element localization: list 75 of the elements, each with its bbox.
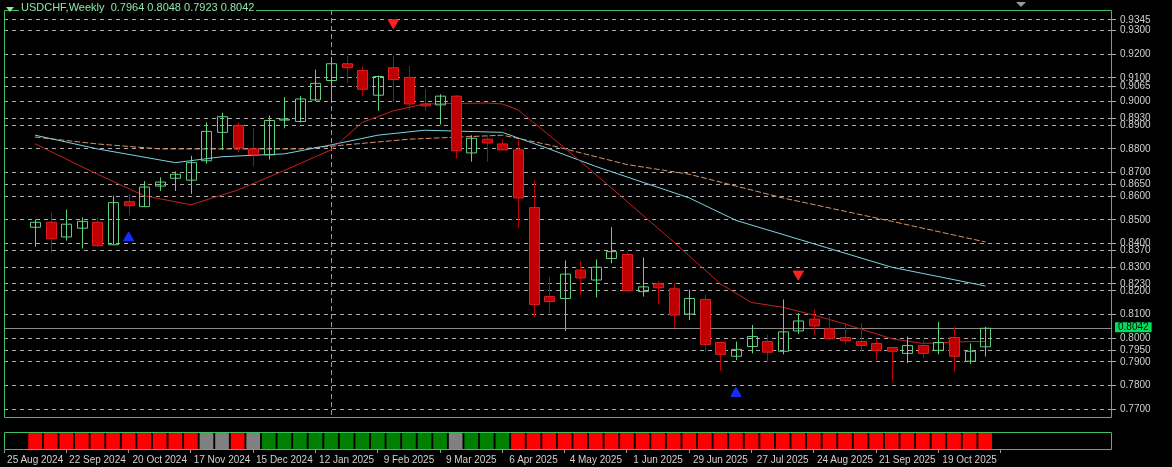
candlestick	[435, 93, 446, 126]
candlestick	[326, 56, 337, 104]
point	[122, 231, 135, 242]
candlestick	[139, 180, 150, 208]
candlestick	[965, 342, 976, 365]
candlestick	[731, 341, 742, 361]
candlestick	[762, 334, 773, 363]
y-tick-label: 0.8370	[1120, 244, 1152, 256]
y-tick-label: 0.9200	[1120, 48, 1152, 60]
y-tick-label: 0.8800	[1120, 142, 1152, 154]
line-series	[34, 134, 986, 243]
candlestick	[30, 218, 41, 248]
candlestick	[466, 134, 477, 163]
candlestick	[295, 95, 306, 123]
x-tick-label: 12 Jan 2025	[319, 453, 375, 465]
candlestick	[186, 155, 197, 195]
x-tick-label: 24 Aug 2025	[816, 453, 874, 465]
candlestick	[357, 66, 368, 97]
candlestick	[715, 341, 726, 372]
y-tick-label: 0.9000	[1120, 95, 1152, 107]
y-tick-label: 0.8100	[1120, 308, 1152, 320]
candlestick	[684, 289, 695, 321]
candlestick	[980, 326, 991, 357]
candlestick	[933, 321, 944, 355]
y-tick-label: 0.7700	[1120, 402, 1152, 414]
candlestick	[61, 209, 72, 242]
x-tick-label: 17 Nov 2024	[193, 453, 251, 465]
x-tick-label: 29 Jun 2025	[692, 453, 749, 465]
ref-line-label: 0.8042	[1118, 321, 1150, 333]
x-tick-label: 9 Feb 2025	[383, 453, 435, 465]
candlestick	[949, 326, 960, 373]
y-tick-label: 0.9345	[1120, 13, 1152, 25]
y-tick-label: 0.8600	[1120, 190, 1152, 201]
candlestick	[201, 121, 212, 165]
candlestick	[170, 170, 181, 192]
x-tick-label: 1 Jun 2025	[633, 453, 684, 465]
candlestick	[638, 257, 649, 298]
candlestick	[560, 259, 571, 332]
x-tick-label: 6 Apr 2025	[509, 453, 559, 465]
x-tick-label: 9 Mar 2025	[445, 453, 497, 465]
y-tick-label: 0.7950	[1120, 343, 1152, 355]
candlestick	[108, 195, 119, 246]
candlestick	[279, 96, 290, 129]
x-tick-label: 19 Oct 2025	[942, 453, 998, 465]
candlestick	[778, 298, 789, 355]
y-tick-label: 0.9300	[1120, 24, 1152, 36]
y-tick-label: 0.8900	[1120, 119, 1152, 130]
candlestick	[373, 75, 384, 112]
x-tick-label: 20 Oct 2024	[132, 453, 188, 465]
x-tick-label: 27 Jul 2025	[756, 453, 809, 465]
candlestick	[591, 258, 602, 299]
candlestick	[887, 346, 898, 383]
candlestick	[747, 324, 758, 354]
y-tick-label: 0.8650	[1120, 178, 1152, 190]
y-tick-label: 0.8300	[1120, 261, 1152, 272]
y-tick-label: 0.7800	[1120, 379, 1152, 391]
x-tick-label: 15 Dec 2024	[255, 453, 314, 465]
y-tick-label: 0.8000	[1120, 332, 1152, 343]
y-tick-label: 0.8500	[1120, 213, 1152, 225]
x-tick-label: 22 Sep 2024	[69, 453, 127, 465]
chart-title: USDCHF,Weekly 0.7964 0.8048 0.7923 0.8042	[19, 1, 257, 13]
y-tick-label: 0.8700	[1120, 166, 1152, 178]
candlestick	[217, 112, 228, 151]
point	[387, 19, 400, 30]
candlestick	[902, 336, 913, 364]
x-tick-label: 4 May 2025	[569, 453, 623, 465]
candlestick	[793, 312, 804, 335]
candlestick	[606, 226, 617, 264]
candlestick	[264, 115, 275, 161]
candlestick	[77, 216, 88, 250]
candlestick	[310, 69, 321, 102]
x-tick-label: 21 Sep 2025	[878, 453, 937, 465]
x-tick-label: 25 Aug 2024	[7, 453, 64, 465]
point	[730, 386, 742, 397]
y-tick-label: 0.7900	[1120, 355, 1152, 367]
